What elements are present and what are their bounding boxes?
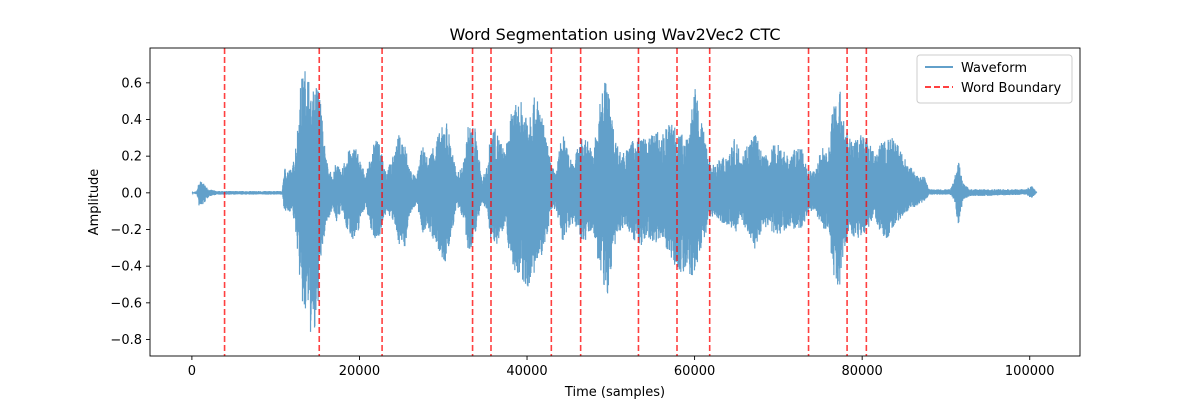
x-tick-label: 0 bbox=[188, 364, 196, 379]
chart-title: Word Segmentation using Wav2Vec2 CTC bbox=[449, 25, 780, 44]
y-tick-label: 0.4 bbox=[121, 113, 142, 128]
legend-box bbox=[916, 54, 1073, 104]
x-tick-label: 100000 bbox=[1005, 364, 1055, 379]
y-tick-label: −0.4 bbox=[110, 260, 142, 275]
x-axis-label: Time (samples) bbox=[564, 385, 665, 400]
x-tick-label: 80000 bbox=[841, 364, 882, 379]
x-tick-label: 20000 bbox=[339, 364, 380, 379]
y-tick-label: −0.6 bbox=[110, 296, 142, 311]
x-axis-ticks: 0 20000 40000 60000 80000 100000 bbox=[188, 356, 1055, 379]
y-tick-label: 0.6 bbox=[121, 76, 142, 91]
y-tick-label: 0.2 bbox=[121, 150, 142, 165]
y-tick-label: 0.0 bbox=[121, 186, 142, 201]
waveform-series bbox=[191, 71, 1038, 332]
plot-area bbox=[149, 47, 1081, 357]
y-tick-label: −0.8 bbox=[110, 333, 142, 348]
x-tick-label: 60000 bbox=[674, 364, 715, 379]
legend-boundary-label: Word Boundary bbox=[961, 81, 1061, 96]
y-tick-label: −0.2 bbox=[110, 223, 142, 238]
legend: Waveform Word Boundary bbox=[916, 54, 1073, 104]
y-axis-label: Amplitude bbox=[87, 169, 102, 236]
axes-frame bbox=[149, 47, 1081, 357]
legend-waveform-label: Waveform bbox=[961, 61, 1027, 76]
y-axis-ticks: −0.8 −0.6 −0.4 −0.2 0.0 0.2 0.4 0.6 bbox=[110, 76, 150, 348]
x-tick-label: 40000 bbox=[506, 364, 547, 379]
